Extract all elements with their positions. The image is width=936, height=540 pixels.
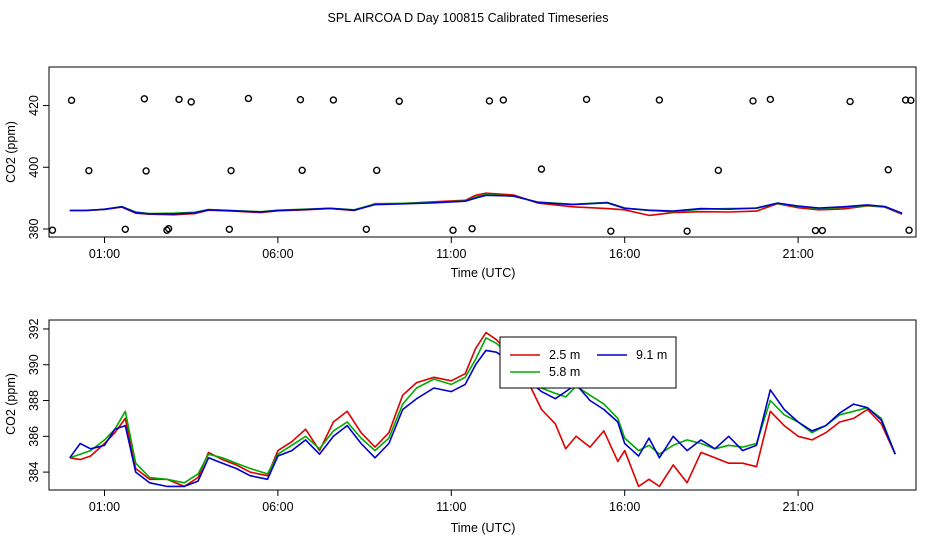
top-outlier-point: [485, 97, 494, 105]
top-outlier-point: [766, 95, 775, 104]
bottom-y-axis: 384 386 388 390 392: [27, 318, 49, 483]
top-y-axis-label: CO2 (ppm): [4, 121, 18, 183]
top-panel: 380 400 420 01:00 06:00 11:00 16:00 21:00 Time…: [4, 66, 917, 280]
legend-label-2-5m: 2.5 m: [549, 348, 580, 362]
top-outlier-point: [329, 96, 338, 104]
top-outlier-point: [48, 226, 57, 234]
bottom-x-tick-label: 06:00: [262, 500, 293, 514]
top-outlier-point: [655, 96, 664, 104]
top-outlier-point: [140, 95, 149, 103]
top-outlier-point: [142, 167, 150, 175]
top-outlier-point: [846, 97, 854, 106]
top-x-axis: 01:00 06:00 11:00 16:00 21:00: [89, 237, 814, 261]
top-outlier-point: [187, 98, 195, 106]
top-outlier-point: [85, 166, 93, 175]
top-y-tick-label: 400: [27, 157, 41, 178]
top-outlier-point: [901, 96, 910, 104]
bottom-y-axis-label: CO2 (ppm): [4, 373, 18, 435]
bottom-x-tick-label: 21:00: [782, 500, 813, 514]
top-outlier-point: [714, 166, 723, 175]
bottom-x-axis-label: Time (UTC): [451, 521, 516, 535]
top-outlier-point: [163, 226, 171, 234]
top-outlier-point: [227, 166, 235, 175]
top-outlier-point: [811, 226, 820, 235]
top-x-tick-label: 01:00: [89, 247, 120, 261]
top-outlier-point: [298, 166, 306, 175]
top-x-tick-label: 06:00: [262, 247, 293, 261]
bottom-panel: 384 386 388 390 392 01:00 06:00 11:00 16:00 21:0…: [4, 318, 917, 535]
legend-box: [499, 336, 677, 389]
bottom-series-9-1-m: [69, 349, 896, 488]
top-outlier-point: [905, 226, 913, 234]
top-outlier-group: [48, 94, 915, 235]
top-outlier-point: [683, 227, 691, 235]
top-outlier-point: [296, 96, 305, 104]
bottom-series-5-8-m: [69, 337, 896, 484]
bottom-y-tick-label: 390: [27, 354, 41, 375]
top-plot-frame: [48, 66, 917, 238]
bottom-x-tick-label: 16:00: [609, 500, 640, 514]
top-outlier-point: [449, 226, 457, 234]
bottom-y-tick-label: 386: [27, 426, 41, 447]
top-series-5-8-m: [69, 193, 903, 215]
top-outlier-point: [175, 95, 183, 104]
bottom-plot-frame: [48, 319, 917, 491]
legend-label-5-8m: 5.8 m: [549, 365, 580, 379]
top-x-tick-label: 11:00: [436, 247, 466, 261]
bottom-y-tick-label: 392: [27, 318, 41, 339]
bottom-x-tick-label: 01:00: [89, 500, 120, 514]
top-outlier-point: [395, 97, 403, 105]
top-x-tick-label: 21:00: [782, 247, 813, 261]
top-outlier-point: [607, 227, 615, 235]
top-x-axis-label: Time (UTC): [451, 266, 516, 280]
top-outlier-point: [468, 224, 476, 233]
top-outlier-point: [225, 225, 234, 233]
top-series-group: [69, 192, 903, 217]
figure-title: SPL AIRCOA D Day 100815 Calibrated Times…: [328, 11, 609, 25]
top-y-axis: 380 400 420: [27, 95, 49, 239]
top-outlier-point: [818, 226, 827, 235]
bottom-series-group: [69, 331, 896, 488]
top-outlier-point: [582, 95, 591, 104]
top-outlier-point: [121, 225, 129, 233]
bottom-y-tick-label: 388: [27, 390, 41, 411]
top-outlier-point: [164, 224, 173, 233]
top-outlier-point: [362, 225, 371, 233]
top-outlier-point: [499, 96, 508, 104]
top-outlier-point: [537, 165, 546, 173]
bottom-legend: 2.5 m 9.1 m 5.8 m: [499, 336, 677, 389]
bottom-x-tick-label: 11:00: [436, 500, 466, 514]
top-outlier-point: [884, 166, 892, 174]
bottom-x-axis: 01:00 06:00 11:00 16:00 21:00: [89, 490, 814, 514]
top-series-9-1-m: [69, 194, 903, 215]
top-y-tick-label: 420: [27, 95, 41, 116]
top-outlier-point: [244, 94, 253, 103]
top-x-tick-label: 16:00: [609, 247, 640, 261]
top-outlier-point: [749, 97, 757, 105]
top-outlier-point: [907, 96, 915, 105]
bottom-y-tick-label: 384: [27, 462, 41, 483]
top-outlier-point: [67, 96, 76, 105]
top-y-tick-label: 380: [27, 219, 41, 240]
top-outlier-point: [373, 166, 381, 175]
legend-label-9-1m: 9.1 m: [636, 348, 667, 362]
